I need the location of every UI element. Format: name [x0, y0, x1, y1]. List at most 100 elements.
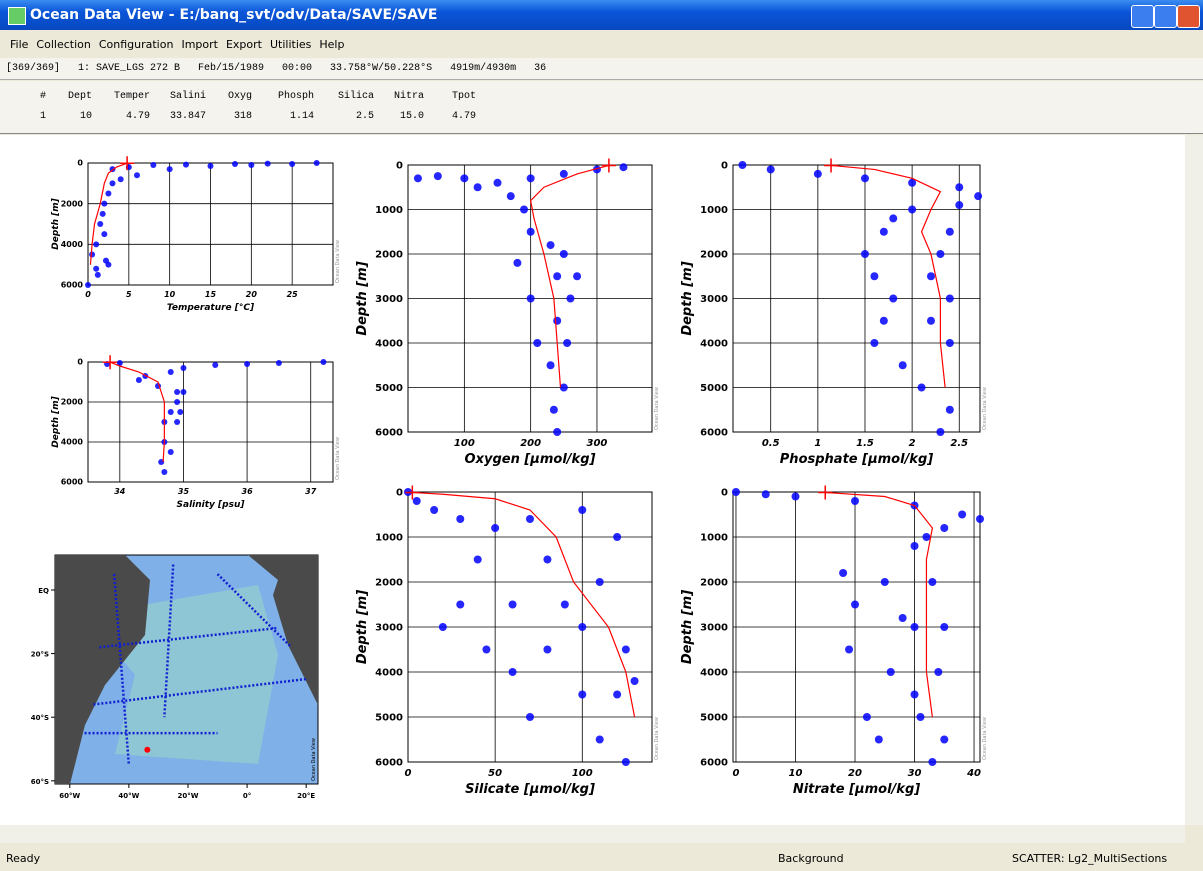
x-axis-label: Phosphate [µmol/kg] [780, 452, 933, 467]
x-tick-label: 37 [305, 487, 317, 496]
app-icon [8, 7, 26, 25]
x-tick-label: 36 [242, 487, 254, 496]
data-point [934, 668, 942, 676]
x-axis-label: Nitrate [µmol/kg] [793, 782, 920, 797]
y-tick-label: 40°S [31, 714, 49, 722]
data-point [875, 736, 883, 744]
x-axis-label: Silicate [µmol/kg] [465, 782, 595, 797]
y-tick-label: 3000 [375, 622, 403, 633]
data-point [622, 646, 630, 654]
maximize-button[interactable] [1154, 5, 1177, 28]
horizontal-scrollbar[interactable] [0, 825, 1185, 843]
watermark: Ocean Data View [982, 387, 988, 430]
menu-item[interactable]: File [10, 38, 28, 51]
data-point [596, 736, 604, 744]
plots: 05101520250200040006000Temperature [°C]D… [0, 135, 1185, 825]
data-point [414, 174, 422, 182]
x-axis-label: Salinity [psu] [177, 500, 246, 510]
data-point [955, 183, 963, 191]
y-tick-label: 5000 [700, 712, 728, 723]
data-point [168, 449, 174, 455]
menu-item[interactable]: Configuration [99, 38, 174, 51]
x-tick-label: 2 [909, 438, 916, 449]
minimize-button[interactable] [1131, 5, 1154, 28]
data-point [118, 176, 124, 182]
close-button[interactable] [1177, 5, 1200, 28]
y-tick-label: 4000 [61, 240, 84, 249]
data-point [911, 542, 919, 550]
data-point [889, 295, 897, 303]
data-point [880, 228, 888, 236]
window-title: Ocean Data View - E:/banq_svt/odv/Data/S… [30, 7, 437, 23]
data-point [180, 365, 186, 371]
x-tick-label: 10 [789, 768, 803, 779]
table-cell: 4.79 [100, 111, 150, 122]
data-point [89, 252, 95, 258]
data-point [880, 317, 888, 325]
y-axis-label: Depth [m] [51, 395, 61, 447]
menu-item[interactable]: Collection [36, 38, 90, 51]
y-tick-label: 6000 [375, 757, 403, 768]
data-point [174, 399, 180, 405]
data-point [851, 601, 859, 609]
data-point [916, 713, 924, 721]
data-point [430, 506, 438, 514]
menu-item[interactable]: Export [226, 38, 262, 51]
data-point [553, 317, 561, 325]
data-point [560, 384, 568, 392]
x-tick-label: 50 [488, 768, 502, 779]
y-tick-label: 2000 [700, 249, 728, 260]
x-axis-label: Temperature [°C] [167, 303, 255, 313]
data-point [958, 511, 966, 519]
data-point [578, 691, 586, 699]
x-tick-label: 20°W [177, 792, 198, 800]
x-tick-label: 40 [966, 768, 981, 779]
data-point [863, 713, 871, 721]
column-header: Salini [156, 91, 206, 102]
menu-item[interactable]: Help [319, 38, 344, 51]
y-tick-label: 0 [721, 487, 728, 498]
table-cell: 1 [0, 111, 46, 122]
data-point [861, 174, 869, 182]
y-tick-label: 6000 [700, 757, 728, 768]
data-point [553, 272, 561, 280]
data-point [631, 677, 639, 685]
x-tick-label: 2.5 [950, 438, 968, 449]
data-point [936, 428, 944, 436]
menu-item[interactable]: Utilities [270, 38, 311, 51]
data-point [136, 377, 142, 383]
data-point [927, 317, 935, 325]
data-point [839, 569, 847, 577]
data-point [527, 228, 535, 236]
y-tick-label: 60°S [31, 778, 49, 786]
watermark: Ocean Data View [654, 717, 660, 760]
x-tick-label: 20°E [297, 792, 315, 800]
data-point [560, 250, 568, 258]
data-point [889, 214, 897, 222]
data-point [100, 211, 106, 217]
data-point [526, 713, 534, 721]
data-point [596, 578, 604, 586]
data-point [314, 160, 320, 166]
y-tick-label: 4000 [700, 667, 728, 678]
vertical-scrollbar[interactable] [1185, 135, 1203, 825]
data-point [526, 515, 534, 523]
column-header: Oxyg [202, 91, 252, 102]
data-point [134, 172, 140, 178]
y-tick-label: 6000 [61, 281, 84, 290]
data-point [578, 623, 586, 631]
data-point [439, 623, 447, 631]
x-tick-label: 20 [246, 290, 258, 299]
y-tick-label: 4000 [375, 667, 403, 678]
y-tick-label: 6000 [61, 478, 84, 487]
data-point [507, 192, 515, 200]
x-tick-label: 1.5 [856, 438, 874, 449]
data-point [93, 241, 99, 247]
menu-item[interactable]: Import [181, 38, 218, 51]
data-point [911, 691, 919, 699]
data-point [101, 201, 107, 207]
y-tick-label: 2000 [700, 577, 728, 588]
data-point [940, 623, 948, 631]
